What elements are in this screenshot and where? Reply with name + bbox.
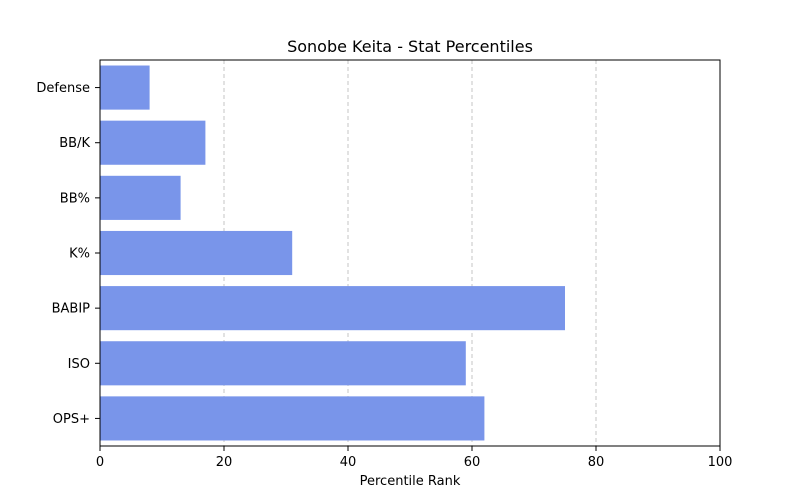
x-tick-label: 40 — [340, 455, 357, 470]
bar — [100, 120, 206, 165]
y-tick-label: BABIP — [52, 302, 91, 317]
bar — [100, 65, 150, 110]
bar — [100, 286, 565, 331]
bar-series — [100, 65, 565, 441]
y-tick-label: OPS+ — [53, 412, 90, 427]
y-tick-label: Defense — [36, 81, 90, 96]
y-tick-label: ISO — [68, 357, 90, 372]
y-tick-label: BB% — [60, 191, 90, 206]
y-axis-ticks: Defense BB/K BB% K% BABIP ISO OPS+ — [36, 81, 100, 427]
x-tick-label: 100 — [708, 455, 733, 470]
bar — [100, 341, 466, 386]
y-tick-label: BB/K — [59, 136, 90, 151]
bar — [100, 230, 293, 276]
x-tick-label: 80 — [588, 455, 605, 470]
x-axis-ticks: 0 20 40 60 80 100 — [96, 446, 733, 470]
x-axis-label: Percentile Rank — [360, 474, 461, 489]
x-tick-label: 0 — [96, 455, 104, 470]
x-tick-label: 60 — [464, 455, 481, 470]
chart-title: Sonobe Keita - Stat Percentiles — [287, 37, 533, 56]
y-tick-label: K% — [69, 247, 90, 262]
bar — [100, 175, 181, 220]
x-tick-label: 20 — [216, 455, 233, 470]
bar — [100, 396, 485, 441]
